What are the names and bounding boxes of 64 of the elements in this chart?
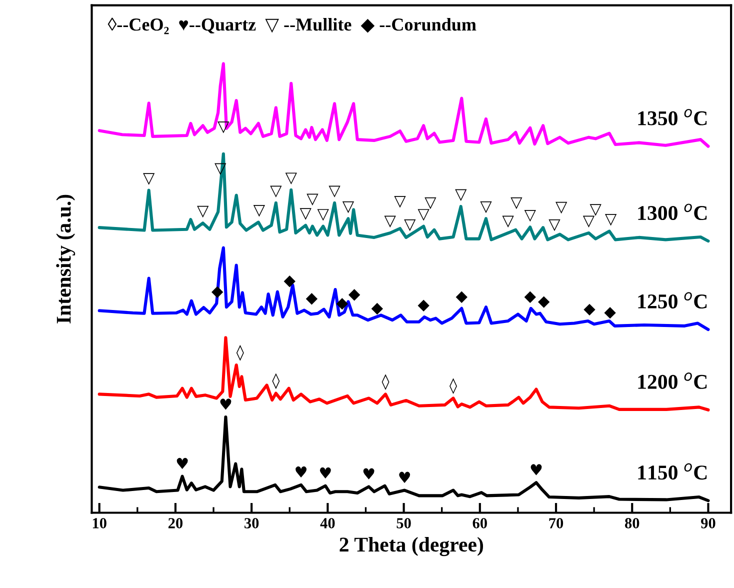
series-label: 1350 $^{o}$C xyxy=(638,108,707,126)
annotation: ▽ xyxy=(218,121,230,134)
annotation: ▽ xyxy=(604,214,617,226)
annotation: ▽ xyxy=(548,219,560,232)
annotation: ▽ xyxy=(300,208,312,220)
annotation: ◆ xyxy=(584,304,596,316)
annotation: ▽ xyxy=(197,206,209,218)
annotation: ▽ xyxy=(143,173,155,185)
annotation: ◆ xyxy=(306,293,318,305)
annotation: ◆ xyxy=(456,291,468,303)
annotation: ▽ xyxy=(502,216,514,228)
annotation: ▽ xyxy=(328,186,340,198)
annotation: ♥ xyxy=(363,468,374,480)
x-tick-label: 70 xyxy=(549,518,564,528)
x-axis-title: 2 Theta (degree) xyxy=(340,537,484,556)
annotation: ◆ xyxy=(538,296,550,308)
annotation: ◊ xyxy=(236,344,244,361)
annotation: ♥ xyxy=(176,458,188,470)
series-label: 1200 $^{o}$C xyxy=(638,372,707,389)
x-tick-label: 50 xyxy=(396,518,411,528)
annotation: ◆ xyxy=(604,306,616,319)
annotation: ▽ xyxy=(317,209,329,221)
x-tick-label: 40 xyxy=(320,518,335,528)
text: ◊--CeO₂ ♥--Quartz ▽ --Mullite ◆ --Corundum xyxy=(108,18,476,34)
annotation: ◆ xyxy=(284,276,296,288)
annotation: ▽ xyxy=(306,194,318,206)
annotation: ▽ xyxy=(418,209,430,221)
y-axis-title: Intensity (a.u.) xyxy=(56,194,76,324)
annotation: ▽ xyxy=(285,172,297,184)
annotation: ▽ xyxy=(510,197,522,210)
annotation: ♥ xyxy=(296,466,307,478)
x-tick-label: 10 xyxy=(92,518,106,528)
annotation: ▽ xyxy=(590,204,602,216)
x-tick-label: 90 xyxy=(701,518,716,528)
annotation: ◊ xyxy=(382,374,390,390)
annotation: ▽ xyxy=(480,201,492,214)
annotation: ◆ xyxy=(524,291,536,303)
series-label: 1150 $^{o}$C xyxy=(638,463,707,480)
annotation: ◊ xyxy=(450,378,457,394)
annotation: ♥ xyxy=(320,467,331,478)
annotation: ♥ xyxy=(399,472,410,483)
annotation: ◆ xyxy=(371,302,383,315)
annotation: ▽ xyxy=(404,219,416,232)
annotation: ▽ xyxy=(455,189,467,202)
x-tick-label: 60 xyxy=(472,518,487,528)
annotation: ♥ xyxy=(220,398,232,410)
x-tick-label: 30 xyxy=(244,518,259,528)
annotation: ♥ xyxy=(530,464,542,476)
annotation: ▽ xyxy=(424,197,436,210)
annotation: ◆ xyxy=(348,289,360,301)
annotation: ◊ xyxy=(272,373,280,390)
annotation: ◆ xyxy=(418,300,430,312)
annotation: ▽ xyxy=(384,216,396,228)
annotation: ▽ xyxy=(582,216,595,228)
annotation: ▽ xyxy=(524,210,536,222)
annotation: ▽ xyxy=(270,186,282,198)
annotation: ▽ xyxy=(394,196,406,208)
annotation: ▽ xyxy=(556,202,568,214)
series-label: 1300 $^{o}$C xyxy=(638,204,707,220)
annotation: ▽ xyxy=(253,205,266,217)
x-tick-label: 80 xyxy=(624,518,640,528)
x-tick-label: 20 xyxy=(168,518,183,528)
annotation: ▽ xyxy=(342,201,354,214)
series-label: 1250 $^{o}$C xyxy=(638,292,707,309)
